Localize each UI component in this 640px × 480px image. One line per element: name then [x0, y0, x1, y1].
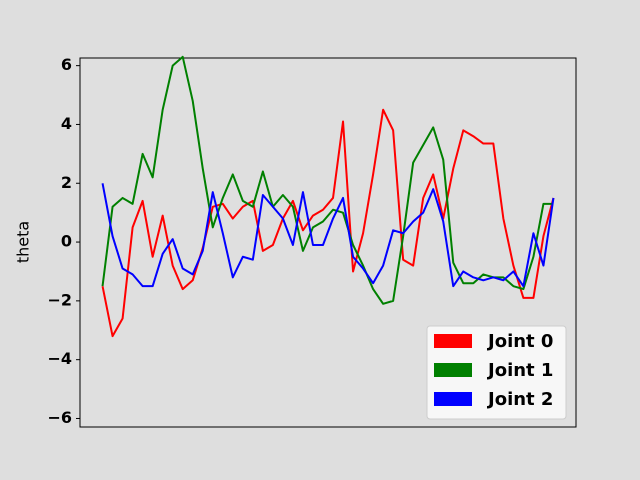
legend-swatch [434, 392, 472, 406]
y-tick-label: 0 [61, 232, 72, 251]
y-tick-label: 2 [61, 173, 72, 192]
y-tick-label: −6 [47, 408, 72, 427]
legend-label: Joint 0 [486, 331, 553, 352]
legend-swatch [434, 363, 472, 377]
legend-swatch [434, 334, 472, 348]
legend-label: Joint 2 [486, 389, 553, 410]
y-tick-label: 4 [61, 114, 72, 133]
legend-label: Joint 1 [486, 360, 553, 381]
series-line [101, 108, 555, 338]
y-tick-label: −2 [47, 290, 72, 309]
y-tick-label: 6 [61, 55, 72, 74]
series-line [101, 183, 555, 288]
y-tick-label: −4 [47, 349, 72, 368]
y-axis-label: theta [14, 221, 33, 263]
